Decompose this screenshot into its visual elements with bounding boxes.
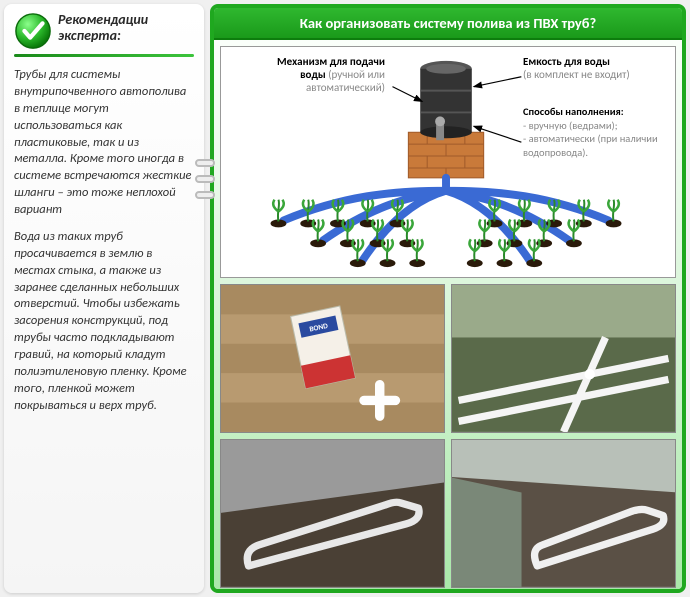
photo-4-pvc-loop-2 xyxy=(451,439,676,588)
fill-title-text: Способы наполнения: xyxy=(523,105,624,118)
tank-sub-text: (в комплект не входит) xyxy=(523,68,630,81)
expert-paragraph-1: Трубы для системы внутрипочвенного автоп… xyxy=(14,67,194,219)
main-title: Как организовать систему полива из ПВХ т… xyxy=(214,8,682,40)
expert-title: Рекомендации эксперта: xyxy=(58,12,194,44)
green-divider xyxy=(14,54,194,57)
photo-grid: BOND xyxy=(220,284,676,588)
expert-body-text: Трубы для системы внутрипочвенного автоп… xyxy=(14,67,194,415)
photo-1-pack-fitting: BOND xyxy=(220,284,445,433)
fill-item2-text: - автоматически (при наличии водопровода… xyxy=(523,132,658,159)
photo-3-pvc-loop-1 xyxy=(220,439,445,588)
expert-header: Рекомендации эксперта: xyxy=(14,12,194,50)
tank-title-text: Емкость для воды xyxy=(523,55,610,68)
spiral-binding-icon xyxy=(195,159,215,207)
expert-paragraph-2: Вода из таких труб просачивается в землю… xyxy=(14,229,194,415)
photo-2-greenhouse-pipes xyxy=(451,284,676,433)
checkmark-icon xyxy=(14,12,52,50)
expert-recommendations-panel: Рекомендации эксперта: Трубы для системы… xyxy=(4,4,204,593)
fill-item1-text: - вручную (ведрами); xyxy=(523,119,618,132)
irrigation-diagram: Механизм для подачи воды (ручной или авт… xyxy=(220,46,676,278)
tank-label: Емкость для воды (в комплект не входит) xyxy=(523,55,663,81)
main-content-panel: Как организовать систему полива из ПВХ т… xyxy=(210,4,686,593)
mechanism-label: Механизм для подачи воды (ручной или авт… xyxy=(265,55,385,95)
main-content-area: Механизм для подачи воды (ручной или авт… xyxy=(214,40,682,593)
fill-methods-label: Способы наполнения: - вручную (ведрами);… xyxy=(523,105,671,159)
